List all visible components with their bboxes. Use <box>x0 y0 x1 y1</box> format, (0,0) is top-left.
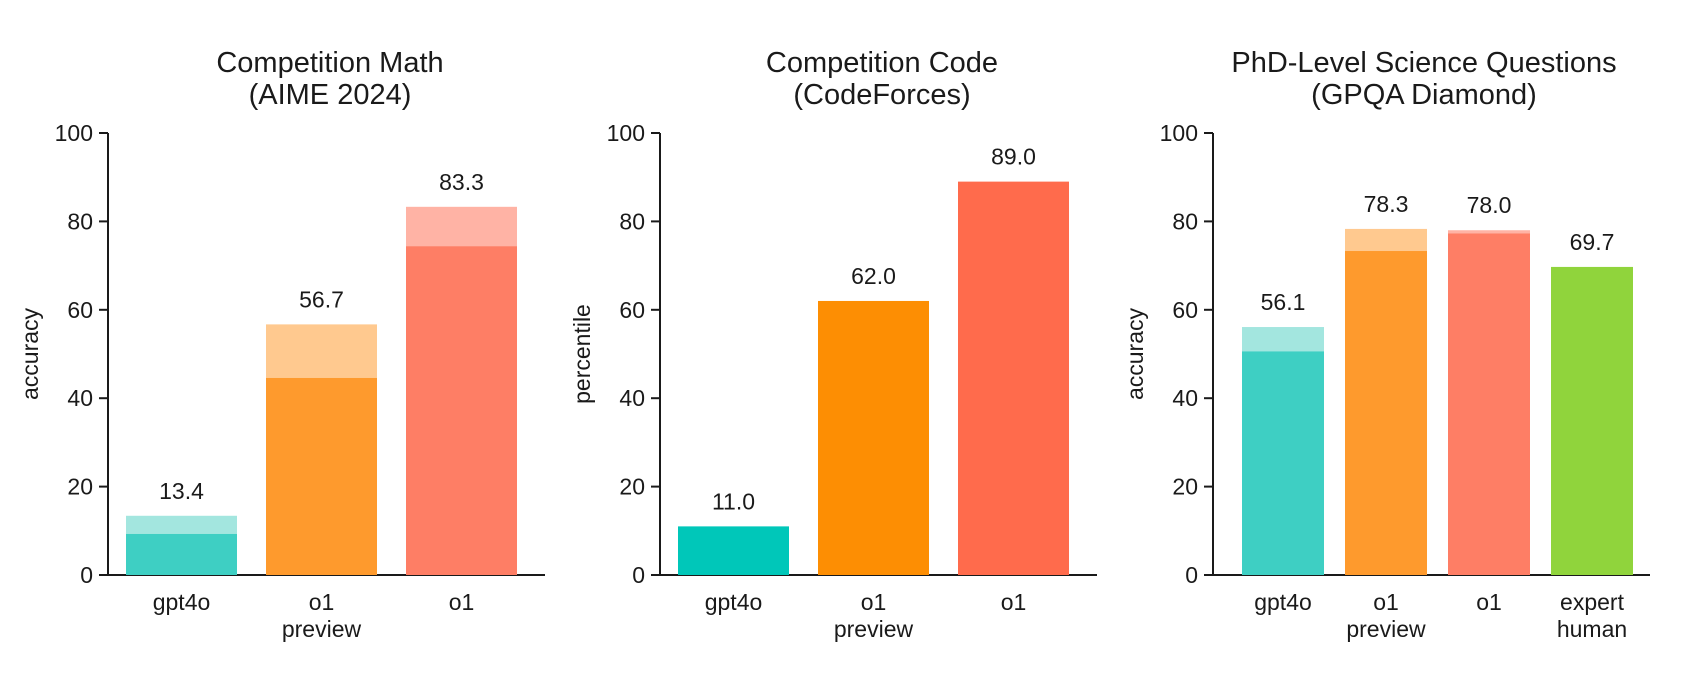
y-tick-label: 100 <box>607 120 645 146</box>
y-tick-label: 100 <box>55 120 93 146</box>
y-tick-label: 80 <box>67 208 93 234</box>
y-axis-label: percentile <box>569 304 595 404</box>
x-tick-label: gpt4o <box>153 589 211 615</box>
bar <box>678 526 789 575</box>
chart-panel-3: PhD-Level Science Questions(GPQA Diamond… <box>1122 47 1650 642</box>
x-tick-label: o1 <box>1476 589 1502 615</box>
data-label: 56.7 <box>299 286 344 312</box>
bar <box>126 533 237 575</box>
bar <box>1242 351 1324 575</box>
x-tick-label: preview <box>834 616 914 642</box>
bar <box>406 246 517 576</box>
x-tick-label: o1 <box>1001 589 1027 615</box>
x-tick-label: o1 <box>1373 589 1399 615</box>
bar <box>1448 233 1530 576</box>
bar-upper-segment <box>1448 230 1530 234</box>
chart-title: (GPQA Diamond) <box>1311 79 1537 111</box>
chart-title: PhD-Level Science Questions <box>1231 47 1616 79</box>
y-tick-label: 0 <box>80 562 93 588</box>
x-tick-label: o1 <box>861 589 887 615</box>
chart-panel-2: Competition Code(CodeForces) 0 20 40 60 80 100… <box>569 47 1097 642</box>
bar <box>958 181 1069 575</box>
bar-upper-segment <box>406 206 517 247</box>
x-tick-label: gpt4o <box>705 589 763 615</box>
x-tick-label: o1 <box>449 589 475 615</box>
x-tick-label: preview <box>282 616 362 642</box>
bar <box>1345 251 1427 575</box>
y-tick-label: 20 <box>67 474 93 500</box>
data-label: 62.0 <box>851 263 896 289</box>
chart-panel-1: Competition Math(AIME 2024) 0 20 40 60 80 100 a… <box>17 47 545 642</box>
y-tick-label: 0 <box>632 562 645 588</box>
y-tick-label: 100 <box>1160 120 1198 146</box>
data-label: 69.7 <box>1570 229 1615 255</box>
x-tick-label: preview <box>1346 616 1426 642</box>
chart-title: (CodeForces) <box>793 79 970 111</box>
data-label: 13.4 <box>159 478 204 504</box>
y-tick-label: 20 <box>1172 474 1198 500</box>
y-axis-label: accuracy <box>17 307 43 400</box>
x-tick-label: human <box>1557 616 1627 642</box>
y-tick-label: 60 <box>67 297 93 323</box>
y-tick-label: 80 <box>1172 208 1198 234</box>
bar <box>818 300 929 575</box>
data-label: 11.0 <box>712 488 755 514</box>
bar-upper-segment <box>126 515 237 534</box>
y-axis-label: accuracy <box>1122 307 1148 400</box>
bar <box>1551 266 1633 575</box>
data-label: 56.1 <box>1261 289 1306 315</box>
data-label: 78.3 <box>1364 191 1409 217</box>
y-tick-label: 80 <box>619 208 645 234</box>
x-tick-label: o1 <box>309 589 335 615</box>
data-label: 83.3 <box>439 169 484 195</box>
data-label: 89.0 <box>991 144 1036 170</box>
y-tick-label: 60 <box>619 297 645 323</box>
y-tick-label: 20 <box>619 474 645 500</box>
data-label: 78.0 <box>1467 192 1512 218</box>
bar-upper-segment <box>1242 327 1324 352</box>
y-tick-label: 60 <box>1172 297 1198 323</box>
bar-upper-segment <box>266 324 377 378</box>
bar <box>266 377 377 575</box>
y-tick-label: 0 <box>1185 562 1198 588</box>
y-tick-label: 40 <box>67 385 93 411</box>
y-tick-label: 40 <box>1172 385 1198 411</box>
chart-title: Competition Math <box>216 47 443 79</box>
chart-title: Competition Code <box>766 47 998 79</box>
x-tick-label: gpt4o <box>1254 589 1312 615</box>
chart-title: (AIME 2024) <box>249 79 412 111</box>
y-tick-label: 40 <box>619 385 645 411</box>
bar-upper-segment <box>1345 228 1427 252</box>
x-tick-label: expert <box>1560 589 1625 615</box>
